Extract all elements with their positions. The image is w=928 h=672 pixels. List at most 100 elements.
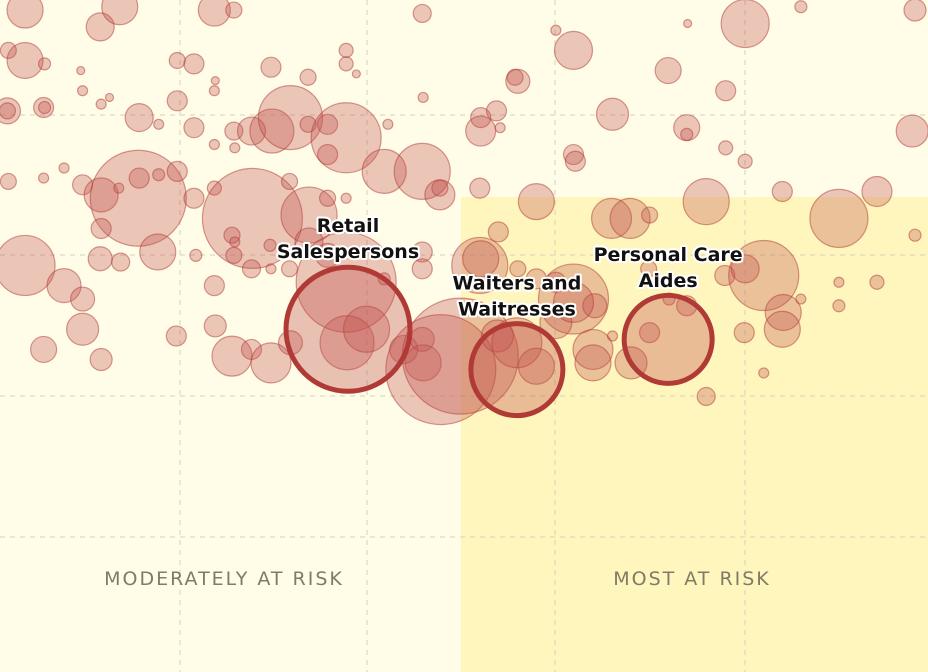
bubble-point [90, 217, 112, 240]
bubble-point [104, 92, 115, 103]
bubble-point [101, 0, 139, 26]
highlight-label-line: Waiters and [452, 272, 581, 294]
bubble-point [517, 347, 555, 385]
bubble-point [6, 0, 44, 29]
bubble-point [361, 148, 407, 194]
bubble-point [260, 56, 282, 78]
bubble-point [165, 325, 187, 347]
bubble-point [861, 175, 893, 208]
bubble-point [737, 153, 753, 169]
bubble-point [0, 41, 17, 59]
bubble-point [696, 386, 716, 407]
bubble-point [166, 160, 188, 182]
bubble-point [263, 238, 277, 252]
bubble-point [574, 344, 612, 382]
bubble-point [572, 328, 614, 371]
bubble-point [87, 246, 113, 272]
bubble-point [908, 228, 922, 242]
bubble-point [795, 293, 807, 305]
bubble-point [152, 168, 166, 182]
bubble-point [166, 90, 188, 112]
bubble-point [206, 180, 222, 196]
bubble-point [465, 115, 497, 147]
bubble-point [89, 347, 113, 372]
bubble-point [553, 30, 594, 71]
bubble-point [351, 69, 361, 79]
bubble-point [38, 172, 50, 184]
most-at-risk-zone [461, 197, 928, 672]
bubble-point [714, 264, 736, 287]
bubble-point [469, 177, 491, 199]
bubble-point [37, 57, 52, 71]
bubble-point [257, 84, 324, 151]
bubble-point [485, 100, 508, 122]
bubble-point [683, 18, 693, 29]
bubble-point [314, 242, 341, 268]
highlight-label-retail-salespersons: Retail Salespersons [277, 215, 419, 263]
bubble-point [895, 114, 928, 148]
bubble-point [404, 344, 442, 382]
bubble-point [487, 221, 509, 243]
bubble-point [720, 0, 770, 49]
bubble-point [869, 274, 885, 290]
zone-label-moderately-at-risk: MODERATELY AT RISK [104, 568, 344, 590]
bubble-point [609, 197, 651, 239]
bubble-point [733, 322, 755, 344]
bubble-point [715, 80, 737, 102]
bubble-point [903, 0, 927, 22]
bubble-point [728, 239, 800, 312]
bubble-point [385, 314, 497, 426]
bubble-point [680, 127, 694, 141]
bubble-point [76, 65, 86, 76]
bubble-point [37, 100, 52, 115]
bubble-point [0, 102, 17, 120]
bubble-point [111, 252, 131, 272]
bubble-point [95, 98, 107, 110]
bubble-point [640, 260, 658, 278]
bubble-point [58, 162, 70, 174]
bubble-point [189, 248, 203, 262]
bubble-point [342, 305, 391, 353]
bubble-point [225, 246, 243, 264]
bubble-point [758, 367, 770, 379]
bubble-point [183, 117, 205, 139]
bubble-point [550, 24, 562, 36]
bubble-point [595, 97, 630, 131]
bubble-point [764, 293, 802, 332]
bubble-point [208, 138, 220, 151]
bubble-point [319, 315, 375, 371]
bubble-point [638, 322, 661, 344]
highlight-labels-layer: Retail Salespersons Waiters and Waitresses P… [275, 213, 745, 322]
bubble-point [338, 42, 354, 59]
bubble-point [203, 314, 227, 338]
bubble-point [794, 0, 808, 14]
highlight-bubble-personal-care-aides [621, 292, 715, 386]
bubble-point [201, 167, 304, 269]
bubble-point [509, 260, 527, 278]
bubble-point [393, 142, 451, 200]
bubble-point [640, 206, 659, 224]
bubble-point [411, 258, 433, 280]
bubble-point [382, 118, 394, 130]
bubble-point [411, 241, 433, 263]
highlight-label-line: Salespersons [277, 241, 419, 263]
highlighted-bubbles-layer [283, 264, 715, 419]
bubble-point [0, 172, 17, 191]
bubble-point [480, 319, 515, 353]
highlight-label-line: Personal Care [594, 244, 743, 266]
bubble-point [470, 106, 492, 129]
bubble-point [299, 68, 317, 86]
bubble-point [89, 149, 187, 247]
bubble-point [76, 85, 89, 97]
bubble-point [280, 172, 299, 191]
bubble-point [338, 56, 354, 72]
bubble-point [46, 268, 82, 304]
bubble-point [832, 299, 846, 313]
bubble-point [491, 317, 543, 369]
bubble-point [124, 102, 154, 133]
bubble-point [590, 197, 633, 239]
bubbles-layer [0, 0, 928, 426]
bubble-point [0, 97, 22, 125]
